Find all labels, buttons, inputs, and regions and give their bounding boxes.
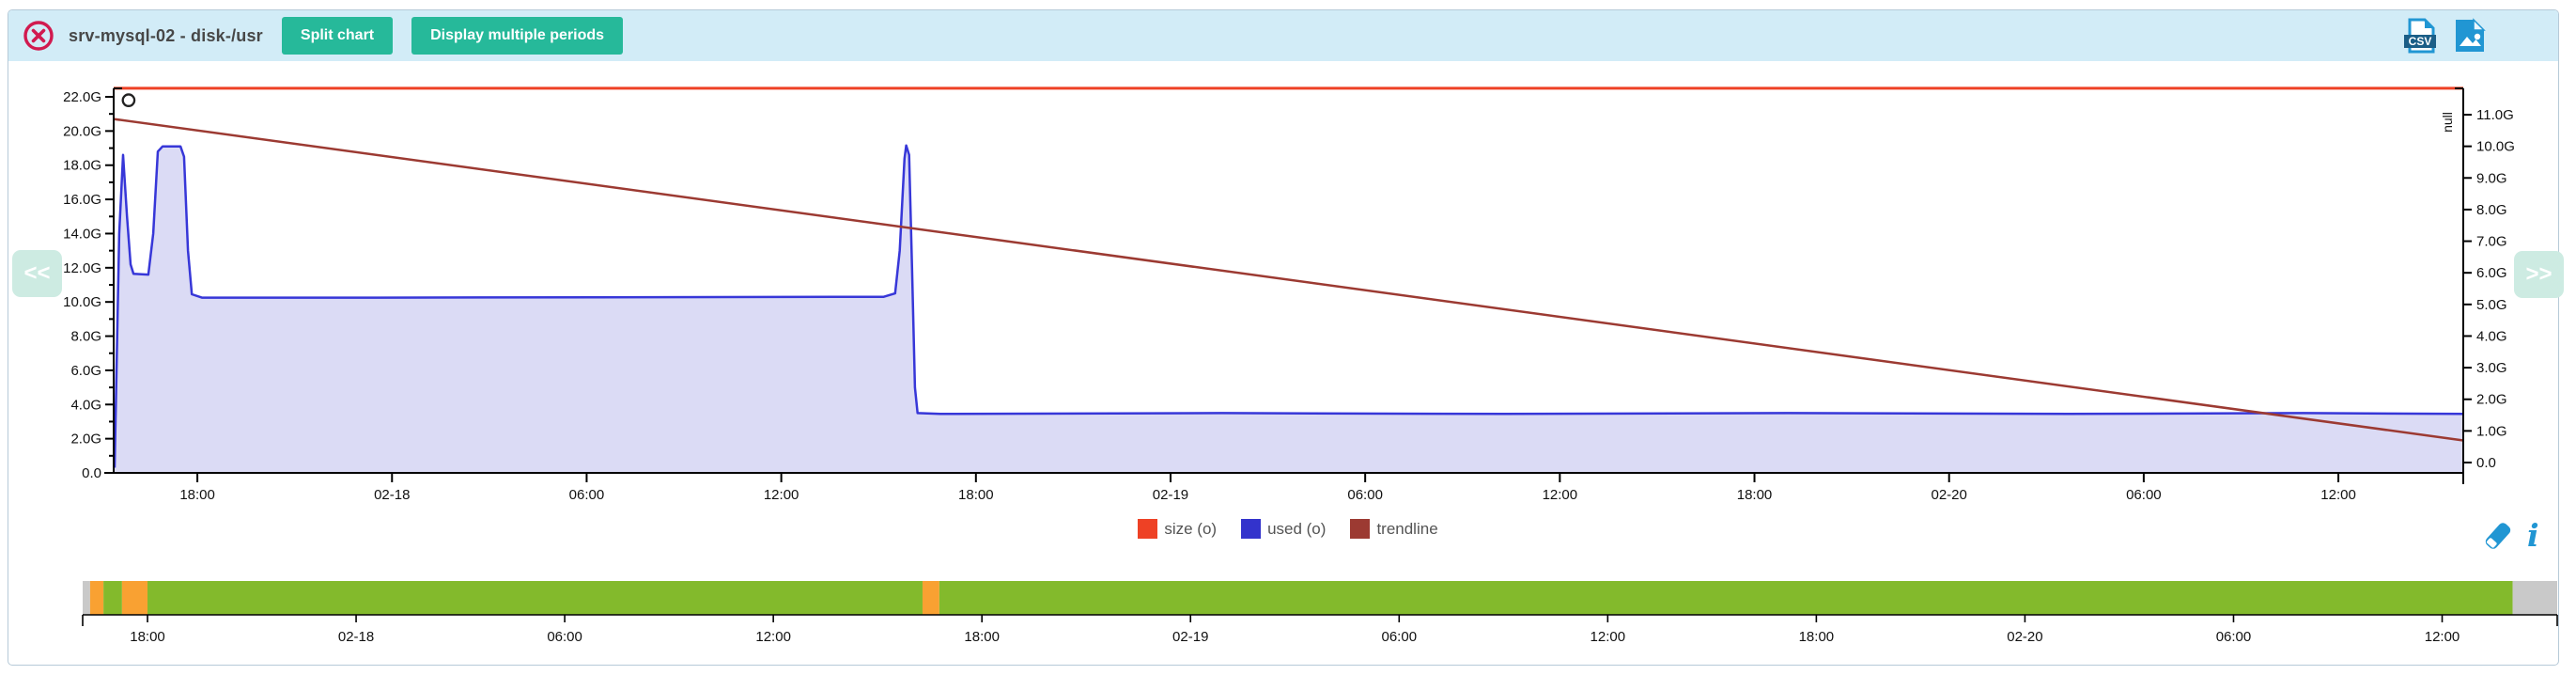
overview-segment-gray[interactable] — [2512, 581, 2557, 615]
overview-tick-label: 12:00 — [755, 629, 791, 645]
y-left-tick-label: 22.0G — [63, 89, 101, 105]
legend-item: used (o) — [1241, 519, 1326, 539]
x-tick-label: 02-18 — [374, 487, 410, 503]
x-tick-label: 06:00 — [2126, 487, 2162, 503]
y-right-tick-label: 2.0G — [2476, 392, 2507, 408]
overview-segment-gray[interactable] — [83, 581, 90, 615]
graph-title: srv-mysql-02 - disk-/usr — [69, 25, 263, 45]
y-right-tick-label: 8.0G — [2476, 202, 2507, 218]
export-csv-icon[interactable]: CSV — [2402, 17, 2440, 55]
overview-tick-label: 18:00 — [1799, 629, 1835, 645]
x-tick-label: 18:00 — [958, 487, 994, 503]
close-icon[interactable] — [22, 19, 55, 53]
size-point-marker — [121, 93, 136, 107]
trendline-series-line — [113, 118, 2464, 442]
legend-item: trendline — [1350, 519, 1438, 539]
y-right-axis-title: null — [2440, 112, 2455, 133]
x-tick-label: 12:00 — [764, 487, 799, 503]
y-left-tick-label: 18.0G — [63, 158, 101, 174]
svg-text:CSV: CSV — [2409, 35, 2432, 48]
x-tick-label: 12:00 — [1543, 487, 1578, 503]
y-right-tick-label: 5.0G — [2476, 297, 2507, 313]
legend-label: trendline — [1376, 519, 1438, 538]
y-left-tick-label: 4.0G — [70, 397, 101, 413]
overview-tick-label: 12:00 — [1591, 629, 1626, 645]
legend-item: size (o) — [1138, 519, 1217, 539]
x-tick-label: 02-19 — [1153, 487, 1188, 503]
y-left-tick-label: 12.0G — [63, 260, 101, 276]
legend: size (o) used (o) trendline — [0, 519, 2576, 539]
legend-color-swatch — [1138, 519, 1158, 539]
overview-segment-orange[interactable] — [121, 581, 148, 615]
used-series-area — [115, 145, 2463, 474]
x-tick-label: 18:00 — [179, 487, 215, 503]
y-left-tick-label: 10.0G — [63, 294, 101, 310]
overview-tick-label: 06:00 — [1382, 629, 1418, 645]
y-left-tick-label: 14.0G — [63, 226, 101, 242]
eraser-icon[interactable] — [2482, 519, 2514, 553]
y-left-tick-label: 6.0G — [70, 363, 101, 379]
x-tick-label: 06:00 — [1347, 487, 1383, 503]
x-tick-label: 02-20 — [1932, 487, 1967, 503]
legend-color-swatch — [1241, 519, 1262, 539]
legend-label: used (o) — [1267, 519, 1327, 538]
y-right-tick-label: 6.0G — [2476, 265, 2507, 281]
overview-tick-label: 18:00 — [964, 629, 1000, 645]
overview-segment-green[interactable] — [103, 581, 122, 615]
y-left-tick-label: 2.0G — [70, 432, 101, 447]
split-chart-button[interactable]: Split chart — [281, 17, 394, 55]
y-left-tick-label: 8.0G — [70, 329, 101, 345]
y-left-tick-label: 16.0G — [63, 192, 101, 208]
y-right-tick-label: 0.0 — [2476, 455, 2496, 471]
y-right-tick-label: 1.0G — [2476, 423, 2507, 439]
overview-segment-green[interactable] — [147, 581, 923, 615]
y-left-tick-label: 0.0 — [82, 465, 101, 481]
legend-label: size (o) — [1164, 519, 1218, 538]
scroll-right-button[interactable]: >> — [2514, 251, 2564, 298]
chart-tools: i — [2482, 519, 2539, 553]
used-o--series-line — [113, 144, 2464, 468]
display-multiple-periods-button[interactable]: Display multiple periods — [411, 17, 624, 55]
y-right-tick-label: 7.0G — [2476, 234, 2507, 250]
x-tick-label: 12:00 — [2320, 487, 2356, 503]
overview-tick-label: 02-19 — [1172, 629, 1208, 645]
overview-tick-label: 06:00 — [547, 629, 582, 645]
y-right-tick-label: 3.0G — [2476, 360, 2507, 376]
overview-tick-label: 02-18 — [338, 629, 374, 645]
overview-tick-label: 06:00 — [2216, 629, 2252, 645]
info-icon[interactable]: i — [2527, 517, 2539, 554]
legend-color-swatch — [1350, 519, 1371, 539]
overview-segment-orange[interactable] — [922, 581, 939, 615]
y-left-tick-label: 20.0G — [63, 123, 101, 139]
overview-tick-label: 18:00 — [130, 629, 165, 645]
y-right-tick-label: 9.0G — [2476, 170, 2507, 186]
y-right-tick-label: 4.0G — [2476, 328, 2507, 344]
overview-segment-green[interactable] — [939, 581, 2513, 615]
x-tick-label: 18:00 — [1737, 487, 1773, 503]
overview-segment-orange[interactable] — [89, 581, 104, 615]
x-tick-label: 06:00 — [569, 487, 605, 503]
overview-tick-label: 02-20 — [2007, 629, 2042, 645]
y-right-tick-label: 11.0G — [2476, 107, 2514, 123]
y-right-tick-label: 10.0G — [2476, 139, 2515, 155]
export-image-icon[interactable] — [2451, 17, 2489, 55]
scroll-left-button[interactable]: << — [12, 250, 62, 297]
overview-tick-label: 12:00 — [2425, 629, 2460, 645]
graph-header: srv-mysql-02 - disk-/usr Split chart Dis… — [8, 10, 2558, 61]
